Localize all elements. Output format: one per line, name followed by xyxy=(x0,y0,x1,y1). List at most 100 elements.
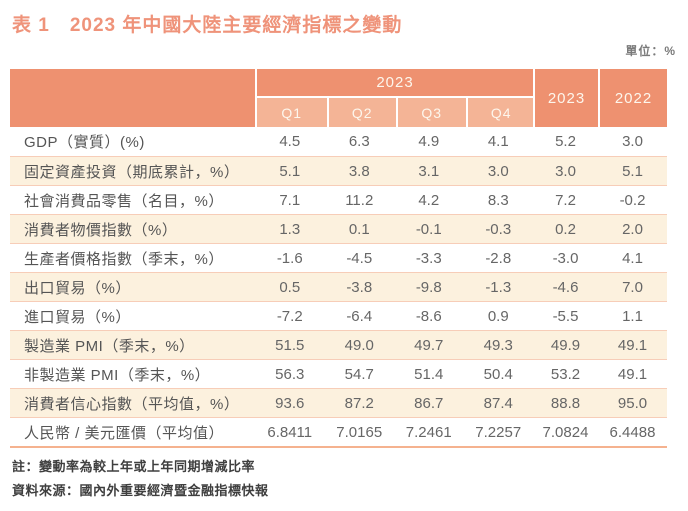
value-cell: -6.4 xyxy=(346,307,373,325)
value-cell: -4.5 xyxy=(346,249,373,267)
table-body: GDP（實質）(%) 4.5 6.3 4.9 4.1 5.2 3.0 固定資產投… xyxy=(10,127,667,446)
table-row: 社會消費品零售（名目，%） 7.1 11.2 4.2 8.3 7.2 -0.2 xyxy=(10,185,667,214)
value-cell: 7.1 xyxy=(279,191,301,209)
value-cell: 4.1 xyxy=(487,133,509,150)
value-cell: 7.2257 xyxy=(475,423,522,441)
value-cell: 88.8 xyxy=(550,394,581,412)
value-cell: 7.0 xyxy=(622,278,643,296)
table-row: 出口貿易（%） 0.5 -3.8 -9.8 -1.3 -4.6 7.0 xyxy=(10,272,667,301)
value-cell: 4.1 xyxy=(622,249,643,267)
value-cell: 93.6 xyxy=(275,394,305,412)
value-cell: 7.2 xyxy=(555,191,576,209)
header-quarter-row: Q1 Q2 Q3 Q4 xyxy=(255,98,535,127)
value-cell: 4.9 xyxy=(418,133,440,150)
value-cell: 0.1 xyxy=(348,220,370,238)
value-cell: 5.1 xyxy=(279,162,301,180)
value-cell: -0.2 xyxy=(619,191,646,209)
value-cell: 87.2 xyxy=(344,394,374,412)
value-cell: 1.1 xyxy=(622,307,643,325)
table-row: 非製造業 PMI（季末，%） 56.3 54.7 51.4 50.4 53.2 … xyxy=(10,359,667,388)
row-label: 社會消費品零售（名目，%） xyxy=(24,192,224,210)
table-row: 人民幣 / 美元匯價（平均值） 6.8411 7.0165 7.2461 7.2… xyxy=(10,417,667,446)
value-cell: 54.7 xyxy=(344,365,374,383)
header-annual-2023: 2023 xyxy=(533,69,598,127)
value-cell: 2.0 xyxy=(622,220,643,238)
value-cell: 95.0 xyxy=(617,394,648,412)
value-cell: -0.1 xyxy=(415,220,442,238)
value-cell: 49.1 xyxy=(617,365,648,383)
value-cell: 0.5 xyxy=(279,278,301,296)
value-cell: -4.6 xyxy=(552,278,579,296)
note-line: 註：變動率為較上年或上年同期增減比率 xyxy=(12,459,256,474)
value-cell: -9.8 xyxy=(415,278,442,296)
value-cell: 5.2 xyxy=(555,133,576,150)
table-row: 固定資產投資（期底累計，%） 5.1 3.8 3.1 3.0 3.0 5.1 xyxy=(10,156,667,185)
value-cell: -5.5 xyxy=(552,307,579,325)
value-cell: -1.3 xyxy=(485,278,512,296)
table-row: 消費者物價指數（%） 1.3 0.1 -0.1 -0.3 0.2 2.0 xyxy=(10,214,667,243)
value-cell: 49.0 xyxy=(344,336,374,354)
value-cell: 7.2461 xyxy=(405,423,452,441)
value-cell: 50.4 xyxy=(483,365,513,383)
value-cell: -8.6 xyxy=(415,307,442,325)
header-corner-cell xyxy=(10,69,255,127)
row-label: 出口貿易（%） xyxy=(24,279,131,297)
table-header: 2023 Q1 Q2 Q3 Q4 2023 2022 xyxy=(10,69,667,127)
row-label: 人民幣 / 美元匯價（平均值） xyxy=(24,424,225,442)
header-q2: Q2 xyxy=(326,98,396,127)
row-label: 消費者物價指數（%） xyxy=(24,221,178,239)
value-cell: 87.4 xyxy=(483,394,513,412)
value-cell: 0.2 xyxy=(555,220,576,238)
row-label: 生產者價格指數（季末，%） xyxy=(24,250,224,268)
value-cell: 7.0824 xyxy=(542,423,589,441)
row-label: 固定資產投資（期底累計，%） xyxy=(24,163,240,181)
value-cell: 3.8 xyxy=(348,162,370,180)
value-cell: 3.1 xyxy=(418,162,440,180)
value-cell: 53.2 xyxy=(550,365,581,383)
table-row: 進口貿易（%） -7.2 -6.4 -8.6 0.9 -5.5 1.1 xyxy=(10,301,667,330)
value-cell: 49.3 xyxy=(483,336,513,354)
value-cell: 4.5 xyxy=(279,133,301,150)
source-line: 資料來源：國內外重要經濟暨金融指標快報 xyxy=(12,483,269,498)
table-row: 生產者價格指數（季末，%） -1.6 -4.5 -3.3 -2.8 -3.0 4… xyxy=(10,243,667,272)
value-cell: -7.2 xyxy=(276,307,303,325)
value-cell: 3.0 xyxy=(622,133,643,150)
unit-label: 單位：% xyxy=(625,44,676,58)
value-cell: 7.0165 xyxy=(336,423,383,441)
value-cell: 1.3 xyxy=(279,220,301,238)
table-row: 製造業 PMI（季末，%） 51.5 49.0 49.7 49.3 49.9 4… xyxy=(10,330,667,359)
value-cell: 86.7 xyxy=(414,394,444,412)
header-year-span: 2023 xyxy=(255,69,533,98)
value-cell: -2.8 xyxy=(485,249,512,267)
value-cell: 0.9 xyxy=(487,307,509,325)
table-row: GDP（實質）(%) 4.5 6.3 4.9 4.1 5.2 3.0 xyxy=(10,127,667,156)
value-cell: 6.4488 xyxy=(609,423,656,441)
footnotes: 註：變動率為較上年或上年同期增減比率 資料來源：國內外重要經濟暨金融指標快報 xyxy=(12,455,269,503)
value-cell: 6.3 xyxy=(348,133,370,150)
value-cell: 3.0 xyxy=(555,162,576,180)
value-cell: -3.3 xyxy=(415,249,442,267)
row-label: GDP（實質）(%) xyxy=(24,134,145,151)
value-cell: 8.3 xyxy=(487,191,509,209)
header-q3: Q3 xyxy=(396,98,466,127)
header-q4: Q4 xyxy=(465,98,535,127)
value-cell: 49.1 xyxy=(617,336,648,354)
value-cell: 6.8411 xyxy=(267,423,313,441)
value-cell: 51.5 xyxy=(275,336,305,354)
value-cell: 4.2 xyxy=(418,191,440,209)
value-cell: 49.9 xyxy=(550,336,581,354)
indicators-table: 2023 Q1 Q2 Q3 Q4 2023 2022 GDP（實質）(%) 4.… xyxy=(10,69,667,448)
row-label: 非製造業 PMI（季末，%） xyxy=(24,366,211,384)
table-row: 消費者信心指數（平均值，%） 93.6 87.2 86.7 87.4 88.8 … xyxy=(10,388,667,417)
row-label: 製造業 PMI（季末，%） xyxy=(24,337,195,355)
table-title: 表 1 2023 年中國大陸主要經濟指標之變動 xyxy=(12,15,403,36)
header-annual-2022: 2022 xyxy=(598,69,667,127)
value-cell: 51.4 xyxy=(414,365,444,383)
header-q1: Q1 xyxy=(257,98,327,127)
value-cell: -3.0 xyxy=(552,249,579,267)
value-cell: 11.2 xyxy=(345,191,374,209)
value-cell: -1.6 xyxy=(276,249,303,267)
value-cell: 5.1 xyxy=(622,162,643,180)
value-cell: -3.8 xyxy=(346,278,373,296)
